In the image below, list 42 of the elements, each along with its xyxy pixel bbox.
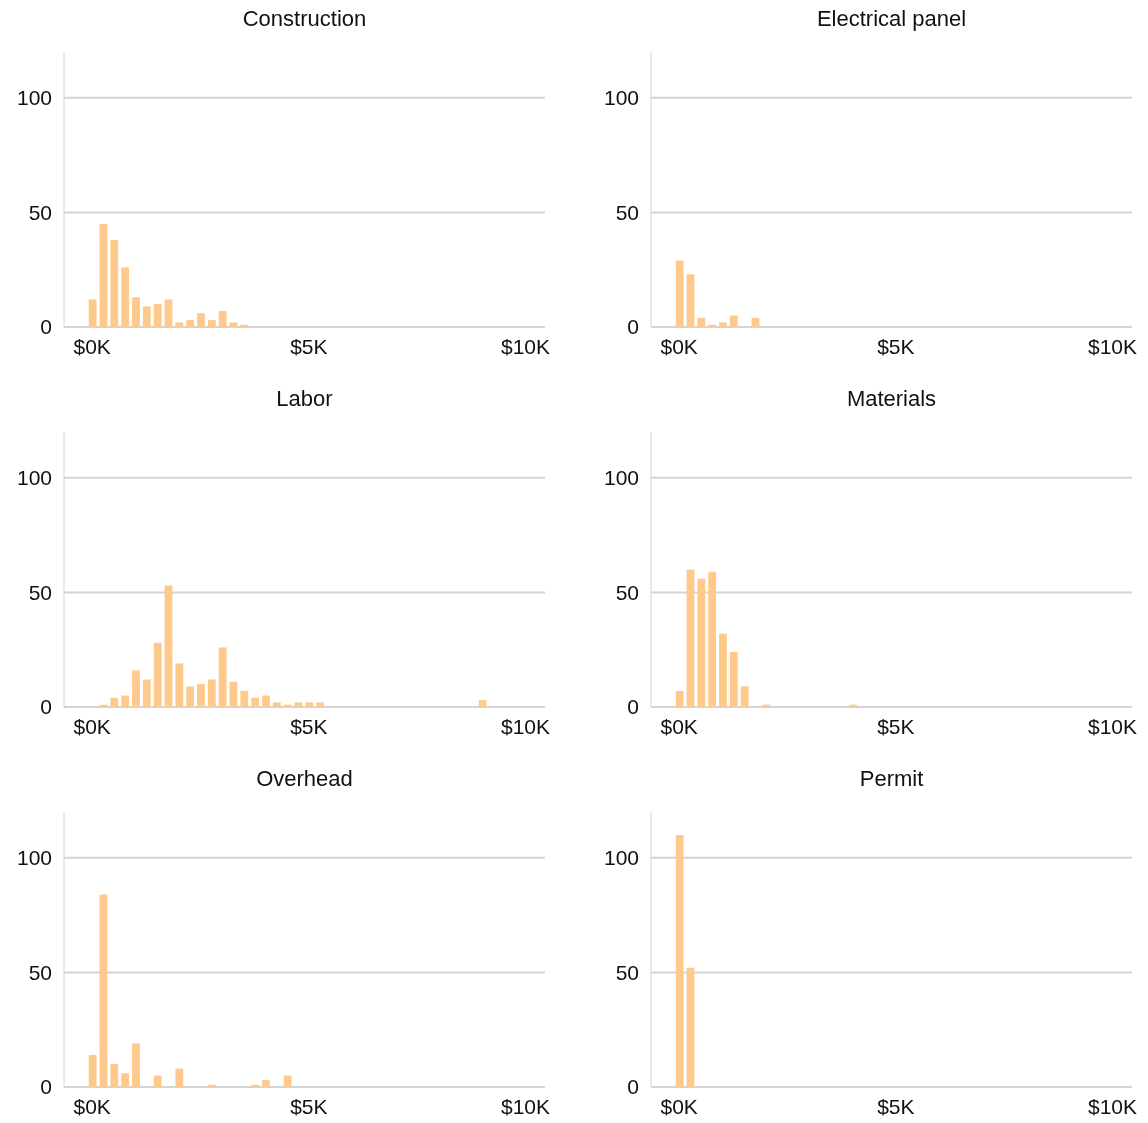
chart-title: Permit — [858, 766, 925, 792]
y-tick-label: 0 — [627, 315, 639, 339]
y-tick-label: 0 — [40, 1075, 52, 1099]
x-tick-label: $10K — [500, 714, 551, 738]
x-tick-label: $10K — [1087, 1094, 1138, 1118]
y-tick-label: 50 — [28, 200, 52, 224]
x-tick-label: $0K — [73, 1094, 111, 1118]
y-tick-label: 50 — [28, 960, 52, 984]
y-tick-label: 50 — [615, 580, 639, 604]
x-tick-label: $10K — [500, 334, 551, 358]
x-tick-label: $5K — [290, 334, 328, 358]
y-tick-label: 100 — [16, 466, 52, 490]
chart-title: Overhead — [255, 766, 354, 792]
y-tick-label: 0 — [627, 1075, 639, 1099]
x-tick-label: $5K — [290, 1094, 328, 1118]
y-tick-label: 100 — [16, 86, 52, 110]
y-tick-label: 0 — [627, 695, 639, 719]
x-tick-label: $0K — [660, 1094, 698, 1118]
x-tick-label: $10K — [1087, 714, 1138, 738]
x-tick-label: $0K — [660, 714, 698, 738]
chart-title: Electrical panel — [815, 6, 968, 32]
y-tick-label: 50 — [615, 960, 639, 984]
y-tick-label: 50 — [28, 580, 52, 604]
x-tick-label: $5K — [877, 334, 915, 358]
chart-title: Labor — [275, 386, 334, 412]
x-tick-label: $0K — [660, 334, 698, 358]
y-tick-label: 0 — [40, 695, 52, 719]
chart-title: Materials — [845, 386, 938, 412]
x-tick-label: $0K — [73, 714, 111, 738]
chart-title: Construction — [241, 6, 368, 32]
x-tick-label: $0K — [73, 334, 111, 358]
x-tick-label: $10K — [500, 1094, 551, 1118]
y-tick-label: 100 — [16, 846, 52, 870]
y-tick-label: 100 — [603, 466, 639, 490]
y-tick-label: 50 — [615, 200, 639, 224]
y-tick-label: 100 — [603, 846, 639, 870]
x-tick-label: $5K — [877, 714, 915, 738]
y-tick-label: 100 — [603, 86, 639, 110]
x-tick-label: $10K — [1087, 334, 1138, 358]
x-tick-label: $5K — [877, 1094, 915, 1118]
x-tick-label: $5K — [290, 714, 328, 738]
y-tick-label: 0 — [40, 315, 52, 339]
